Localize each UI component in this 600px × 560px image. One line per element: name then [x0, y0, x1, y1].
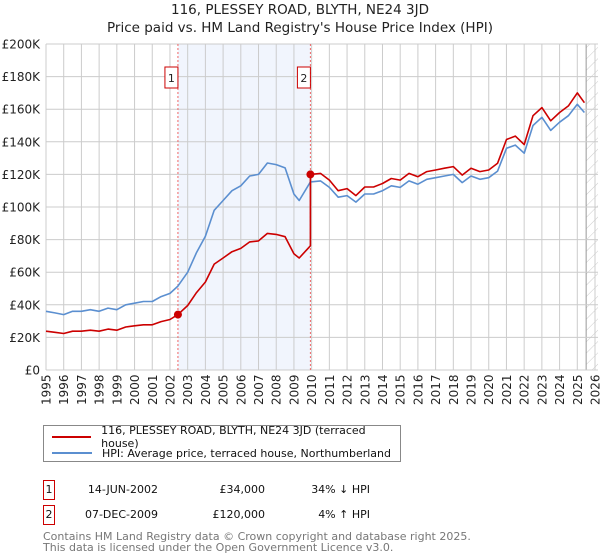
x-tick-label: 2011: [323, 374, 337, 405]
y-tick-label: £100K: [2, 201, 42, 215]
legend: 116, PLESSEY ROAD, BLYTH, NE24 3JD (terr…: [43, 424, 401, 462]
x-tick-label: 2015: [394, 374, 408, 405]
price-chart: £0 £20K £40K £60K £80K £100K £120K £140K £160K £1…: [2, 38, 600, 406]
x-tick-label: 2014: [376, 374, 390, 405]
sale-hpi-diff: 4% ↑ HPI: [318, 508, 370, 521]
sale-marker-box: 1: [43, 480, 55, 500]
y-tick-label: £180K: [2, 70, 42, 84]
y-tick-label: £20K: [9, 331, 41, 345]
x-tick-label: 2002: [163, 374, 177, 405]
x-tick-label: 2009: [287, 374, 301, 405]
y-tick-label: £40K: [9, 298, 41, 312]
sale-price: £120,000: [212, 508, 266, 521]
sale-label-box: [164, 66, 179, 89]
chart-subtitle: Price paid vs. HM Land Registry's House …: [107, 20, 493, 36]
x-tick-label: 2025: [571, 374, 585, 405]
x-tick-label: 2006: [234, 374, 248, 405]
x-tick-label: 2003: [181, 374, 195, 405]
sale-point: [306, 170, 315, 179]
x-tick-label: 2022: [518, 374, 532, 405]
x-tick-label: 2008: [270, 374, 284, 405]
legend-red-line: [52, 436, 92, 438]
x-tick-label: 1997: [75, 374, 89, 405]
x-tick-label: 2026: [589, 374, 600, 405]
x-tick-label: 2004: [199, 374, 213, 405]
footer-copyright: Contains HM Land Registry data © Crown c…: [43, 530, 471, 543]
legend-item-hpi: HPI: Average price, terraced house, Nort…: [52, 446, 391, 460]
y-tick-label: £200K: [2, 38, 42, 52]
x-tick-label: 2017: [429, 374, 443, 405]
sale-point: [173, 310, 182, 319]
y-tick-label: £0: [25, 364, 40, 378]
sale-price: £34,000: [219, 483, 266, 496]
x-tick-label: 2010: [305, 374, 319, 405]
x-tick-label: 2020: [482, 374, 496, 405]
x-tick-label: 1999: [110, 374, 124, 405]
x-tick-label: 2005: [217, 374, 231, 405]
sale-hpi-diff: 34% ↓ HPI: [311, 483, 370, 496]
x-tick-label: 2021: [500, 374, 514, 405]
x-tick-label: 2000: [128, 374, 142, 405]
property-price-line: [45, 92, 586, 335]
sale-date: 07-DEC-2009: [84, 508, 158, 521]
x-tick-label: 1995: [40, 374, 54, 405]
legend-blue-line: [52, 452, 92, 454]
x-tick-label: 2001: [146, 374, 160, 405]
y-tick-label: £120K: [2, 168, 42, 182]
x-tick-label: 1998: [93, 374, 107, 405]
y-tick-label: £80K: [9, 233, 41, 247]
chart-title: 116, PLESSEY ROAD, BLYTH, NE24 3JD: [170, 2, 429, 18]
x-tick-label: 2007: [252, 374, 266, 405]
sale-date: 14-JUN-2002: [87, 483, 158, 496]
sale-label-box: [296, 66, 311, 89]
x-tick-label: 2012: [341, 374, 355, 405]
x-tick-label: 2019: [465, 374, 479, 405]
x-tick-label: 2016: [411, 374, 425, 405]
legend-item-property: 116, PLESSEY ROAD, BLYTH, NE24 3JD (terr…: [52, 424, 400, 450]
x-tick-label: 2023: [535, 374, 549, 405]
x-tick-label: 2013: [358, 374, 372, 405]
sale-marker-box: 2: [43, 505, 55, 525]
y-tick-label: £160K: [2, 103, 42, 117]
sale-label: 1: [168, 72, 175, 85]
x-tick-label: 1996: [57, 374, 71, 405]
y-tick-label: £140K: [2, 135, 42, 149]
x-tick-label: 2024: [553, 374, 567, 405]
footer-licence: This data is licensed under the Open Gov…: [43, 541, 394, 554]
hpi-line: [45, 103, 586, 316]
legend-label-hpi: HPI: Average price, terraced house, Nort…: [102, 446, 391, 460]
legend-label-property: 116, PLESSEY ROAD, BLYTH, NE24 3JD (terr…: [101, 424, 366, 450]
y-tick-label: £60K: [9, 266, 41, 280]
sale-label: 2: [300, 72, 307, 85]
x-tick-label: 2018: [447, 374, 461, 405]
